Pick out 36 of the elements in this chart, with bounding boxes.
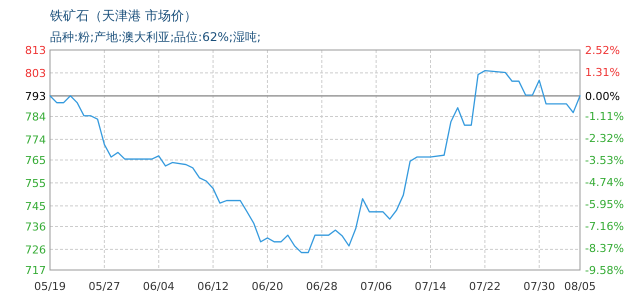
x-tick-label: 07/22	[469, 280, 501, 293]
x-tick-label: 07/30	[523, 280, 556, 293]
y-tick-label: 774	[25, 133, 46, 146]
y2-tick-label: 1.31%	[585, 66, 620, 79]
y-tick-label: 784	[25, 110, 46, 124]
x-tick-label: 06/04	[142, 280, 175, 293]
y2-tick-label: -3.53%	[585, 154, 624, 167]
y2-tick-label: -2.32%	[585, 132, 624, 145]
y-tick-label: 803	[25, 66, 46, 80]
x-tick-label: 05/19	[34, 280, 66, 293]
y2-tick-label: -8.37%	[585, 242, 624, 255]
y-tick-label: 813	[25, 44, 46, 57]
y-tick-label: 745	[25, 200, 46, 213]
y-tick-label: 765	[25, 154, 46, 167]
y-tick-label: 726	[25, 243, 46, 256]
chart-title: 铁矿石（天津港 市场价）	[49, 9, 198, 24]
x-tick-label: 07/06	[360, 280, 392, 293]
x-tick-label: 06/20	[252, 280, 284, 293]
y-tick-label: 755	[25, 176, 46, 190]
y2-tick-label: 0.00%	[585, 90, 620, 103]
y2-tick-label: -9.58%	[585, 264, 624, 277]
x-tick-label: 06/28	[306, 280, 338, 293]
y2-tick-label: -4.74%	[585, 176, 624, 189]
line-series	[49, 70, 581, 254]
y-tick-label: 717	[25, 264, 46, 277]
y-tick-label: 736	[25, 220, 46, 234]
chart-subtitle: 品种:粉;产地:澳大利亚;品位:62%;湿吨;	[50, 30, 261, 44]
y2-tick-label: 2.52%	[585, 44, 620, 57]
y2-tick-label: -5.95%	[585, 198, 624, 211]
x-tick-label: 06/12	[197, 280, 229, 293]
x-tick-label: 07/14	[414, 280, 446, 293]
x-tick-label: 08/05	[564, 280, 596, 293]
y-tick-label: 793	[25, 90, 46, 103]
x-tick-label: 05/27	[88, 280, 120, 293]
y2-tick-label: -1.11%	[585, 110, 624, 123]
y2-tick-label: -7.16%	[585, 220, 624, 233]
